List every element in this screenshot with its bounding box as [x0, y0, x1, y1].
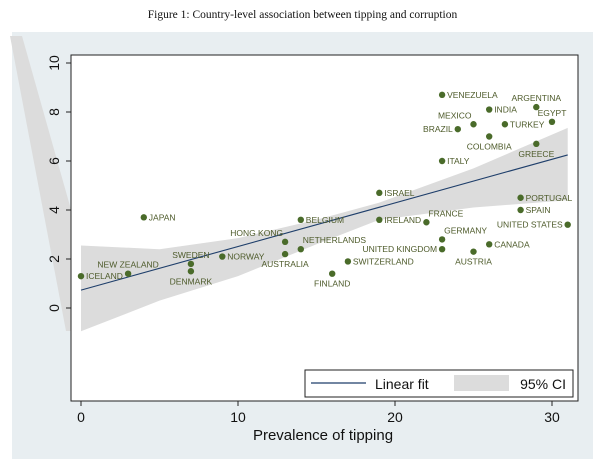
point-label-switzerland: SWITZERLAND	[353, 256, 414, 266]
point-egypt	[548, 118, 556, 126]
point-label-turkey: TURKEY	[510, 119, 545, 129]
y-tick-label-4: 4	[46, 206, 62, 214]
point-label-australia: AUSTRALIA	[261, 259, 309, 269]
point-label-portugal: PORTUGAL	[526, 193, 573, 203]
x-axis-title: Prevalence of tipping	[253, 427, 393, 444]
ci-band	[81, 127, 568, 332]
point-label-germany: GERMANY	[444, 225, 487, 235]
point-label-denmark: DENMARK	[170, 276, 213, 286]
plot-frame	[70, 54, 579, 402]
point-india	[486, 106, 493, 113]
point-ireland	[376, 216, 383, 223]
point-label-netherlands: NETHERLANDS	[303, 235, 367, 245]
point-finland	[329, 270, 336, 277]
point-label-hong-kong: HONG KONG	[230, 228, 283, 238]
x-tick-label-20: 20	[387, 409, 403, 425]
point-label-colombia: COLOMBIA	[467, 142, 512, 152]
point-label-iceland: ICELAND	[86, 271, 123, 281]
point-united-kingdom	[438, 246, 446, 253]
legend-label-linear-fit: Linear fit	[375, 376, 429, 392]
point-argentina	[533, 103, 540, 111]
point-iceland	[77, 272, 85, 280]
point-belgium	[297, 216, 304, 223]
point-label-italy: ITALY	[447, 156, 470, 166]
point-label-greece: GREECE	[518, 149, 554, 159]
point-label-argentina: ARGENTINA	[512, 93, 562, 103]
point-turkey	[501, 121, 509, 128]
point-austria	[470, 248, 477, 255]
point-label-mexico: MEXICO	[438, 110, 472, 120]
y-tick-label-2: 2	[46, 255, 62, 263]
point-sweden	[187, 260, 195, 268]
y-tick-label-0: 0	[46, 304, 62, 312]
point-label-egypt: EGYPT	[538, 108, 567, 118]
legend-label-ci: 95% CI	[520, 376, 566, 392]
legend: Linear fit 95% CI	[304, 369, 574, 398]
point-brazil	[454, 125, 461, 133]
point-label-india: INDIA	[494, 105, 517, 115]
point-label-austria: AUSTRIA	[455, 257, 492, 267]
point-label-france: FRANCE	[428, 208, 463, 218]
point-mexico	[470, 121, 477, 128]
point-france	[423, 219, 430, 226]
point-label-spain: SPAIN	[526, 205, 551, 215]
point-venezuela	[438, 91, 446, 99]
point-colombia	[486, 133, 493, 140]
point-japan	[140, 214, 147, 221]
ci-artifact-wedge	[10, 36, 81, 331]
point-israel	[376, 189, 383, 197]
legend-area-swatch	[454, 375, 509, 391]
point-denmark	[187, 268, 195, 275]
y-tick-label-8: 8	[46, 108, 62, 116]
point-label-venezuela: VENEZUELA	[447, 90, 498, 100]
x-axis: 0 10 20 30	[77, 401, 560, 425]
point-united-states	[564, 221, 571, 228]
point-label-ireland: IRELAND	[384, 215, 421, 225]
point-label-brazil: BRAZIL	[423, 124, 453, 134]
point-switzerland	[344, 258, 352, 265]
point-portugal	[517, 194, 524, 201]
x-tick-label-10: 10	[230, 409, 246, 425]
point-label-sweden: SWEDEN	[172, 250, 209, 260]
point-norway	[219, 253, 226, 260]
point-netherlands	[297, 246, 304, 253]
point-new-zealand	[124, 270, 132, 277]
fit-line-layer	[80, 154, 568, 291]
point-label-japan: JAPAN	[149, 212, 176, 222]
point-label-norway: NORWAY	[227, 252, 264, 262]
figure-caption: Figure 1: Country-level association betw…	[147, 9, 458, 21]
x-tick-label-0: 0	[77, 409, 85, 425]
point-italy	[438, 157, 446, 165]
point-germany	[438, 236, 446, 243]
y-tick-label-6: 6	[46, 157, 62, 165]
point-label-belgium: BELGIUM	[306, 215, 344, 225]
point-canada	[486, 241, 493, 248]
point-label-united-kingdom: UNITED KINGDOM	[362, 244, 437, 254]
point-spain	[517, 206, 524, 214]
point-label-israel: ISRAEL	[384, 188, 415, 198]
linear-fit-line	[80, 154, 568, 291]
x-tick-label-30: 30	[544, 409, 560, 425]
point-hong-kong	[281, 238, 289, 246]
y-axis: 0 2 4 6 8 10	[46, 55, 71, 312]
point-label-finland: FINLAND	[314, 279, 350, 289]
point-australia	[281, 250, 289, 258]
point-greece	[533, 140, 540, 148]
ci-band-layer	[81, 127, 568, 332]
point-label-canada: CANADA	[494, 239, 530, 249]
point-label-new-zealand: NEW ZEALAND	[97, 260, 158, 270]
y-tick-label-10: 10	[46, 55, 62, 71]
point-label-united-states: UNITED STATES	[497, 220, 563, 230]
